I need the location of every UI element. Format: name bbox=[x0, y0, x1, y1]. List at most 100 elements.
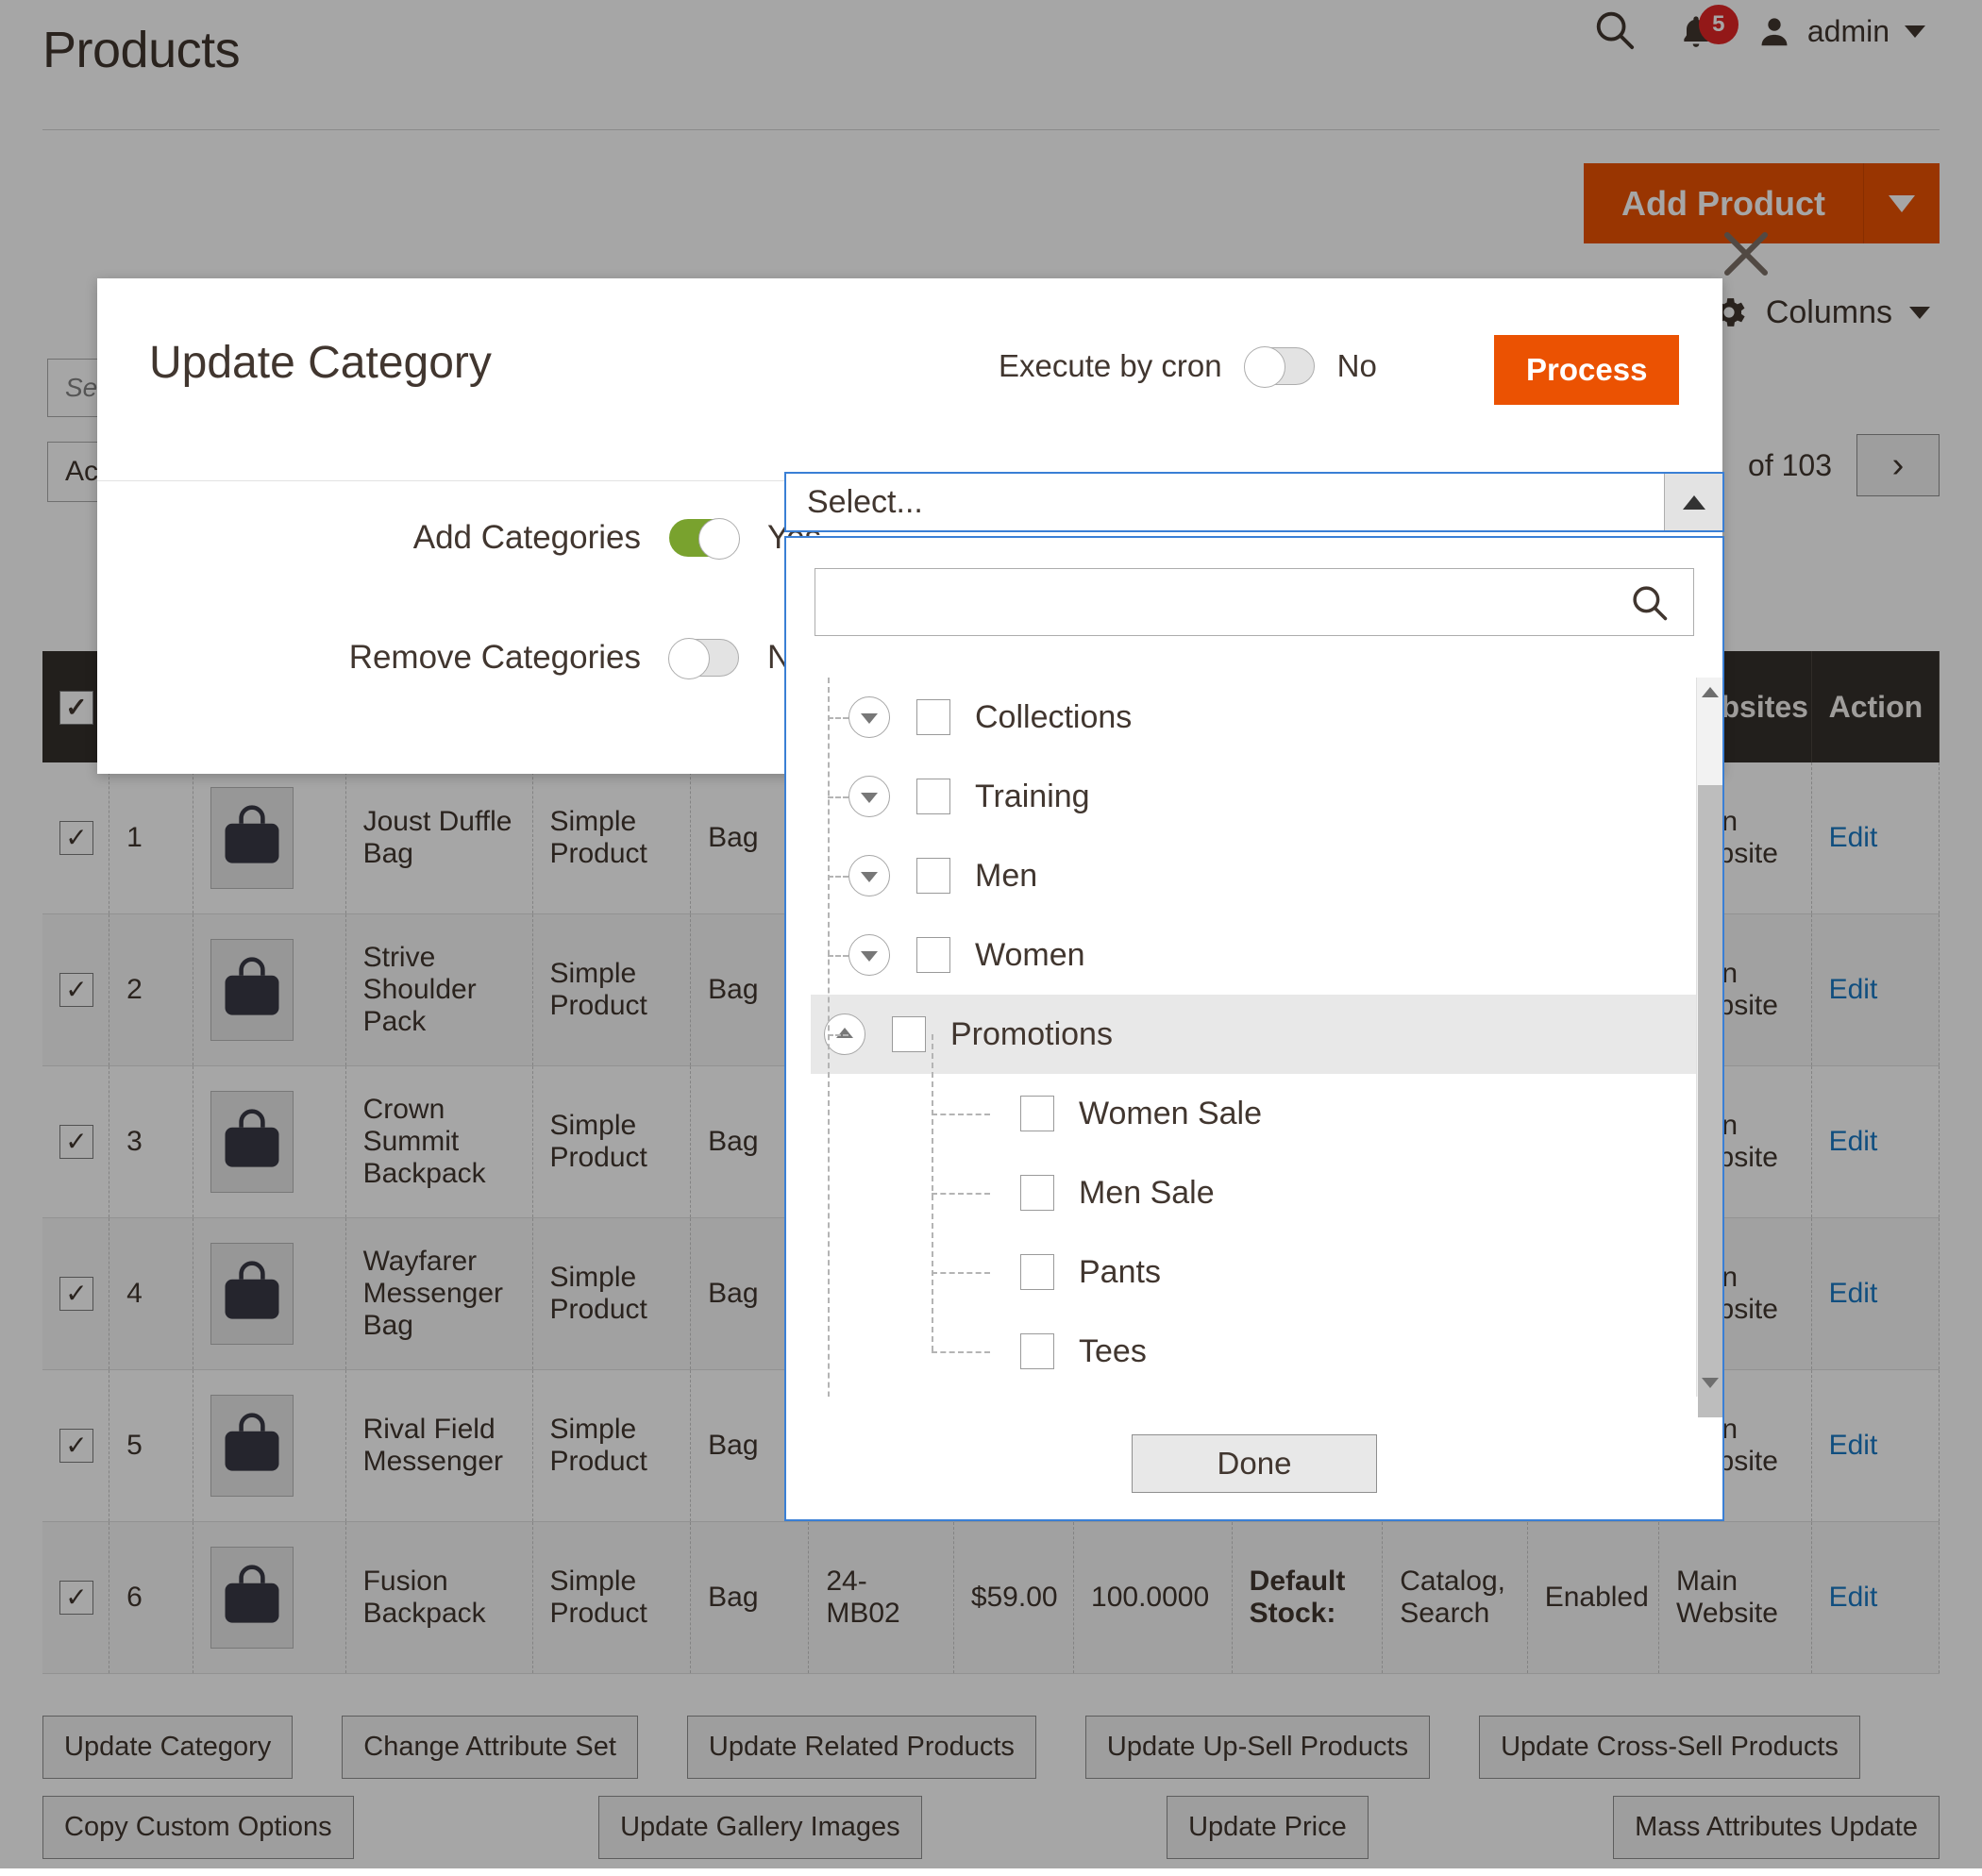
category-checkbox[interactable] bbox=[1020, 1333, 1054, 1369]
category-tree-item[interactable]: Women Sale bbox=[811, 1074, 1698, 1153]
edit-link[interactable]: Edit bbox=[1828, 1126, 1878, 1157]
cell-thumbnail bbox=[193, 762, 346, 914]
category-tree-item[interactable]: Tees bbox=[811, 1312, 1698, 1391]
chevron-down-icon[interactable] bbox=[848, 696, 890, 738]
category-tree-item[interactable]: Men Sale bbox=[811, 1153, 1698, 1232]
next-page-button[interactable]: › bbox=[1856, 434, 1940, 496]
category-label: Pants bbox=[1079, 1253, 1161, 1290]
category-label: Women bbox=[975, 936, 1085, 973]
mass-action-update-price[interactable]: Update Price bbox=[1167, 1796, 1369, 1859]
mass-action-update-up-sell-products[interactable]: Update Up-Sell Products bbox=[1084, 1716, 1431, 1779]
table-row[interactable]: ✓ 6 Fusion Backpack Simple Product Bag 24-MB0… bbox=[42, 1521, 1940, 1674]
cell-id: 2 bbox=[109, 913, 194, 1066]
mass-action-update-cross-sell-products[interactable]: Update Cross-Sell Products bbox=[1479, 1716, 1860, 1779]
mass-action-update-gallery-images[interactable]: Update Gallery Images bbox=[598, 1796, 922, 1859]
dropdown-scrollbar[interactable] bbox=[1696, 678, 1723, 1417]
category-tree-item[interactable]: Women bbox=[811, 915, 1698, 995]
tree-connector-line bbox=[828, 955, 848, 957]
cell-quantity: 100.0000 bbox=[1073, 1521, 1233, 1674]
cell-websites: Main Website bbox=[1658, 1521, 1812, 1674]
add-product-button[interactable]: Add Product bbox=[1584, 163, 1864, 243]
tree-connector-line bbox=[828, 796, 848, 798]
category-tree-item[interactable]: Promotions bbox=[811, 995, 1698, 1074]
edit-link[interactable]: Edit bbox=[1828, 822, 1878, 853]
category-checkbox[interactable] bbox=[916, 937, 950, 973]
category-tree-item[interactable]: Collections bbox=[811, 678, 1698, 757]
add-product-split-button[interactable]: Add Product bbox=[1584, 163, 1940, 243]
remove-categories-toggle[interactable] bbox=[668, 638, 739, 679]
caret-down-icon bbox=[1889, 194, 1915, 212]
add-categories-toggle[interactable] bbox=[669, 518, 740, 560]
execute-by-cron-value: No bbox=[1336, 348, 1377, 383]
category-checkbox[interactable] bbox=[1020, 1254, 1054, 1290]
cell-id: 4 bbox=[109, 1217, 194, 1370]
done-button[interactable]: Done bbox=[1132, 1434, 1377, 1493]
category-select-toggle[interactable] bbox=[1664, 474, 1722, 530]
category-checkbox[interactable] bbox=[892, 1016, 926, 1052]
edit-link[interactable]: Edit bbox=[1828, 1430, 1878, 1461]
category-checkbox[interactable] bbox=[916, 858, 950, 894]
cell-attribute-set: Bag bbox=[690, 1521, 810, 1674]
category-checkbox[interactable] bbox=[1020, 1096, 1054, 1131]
search-icon bbox=[1633, 586, 1668, 621]
mass-action-update-related-products[interactable]: Update Related Products bbox=[686, 1716, 1036, 1779]
search-icon[interactable] bbox=[1592, 8, 1636, 56]
add-product-caret-button[interactable] bbox=[1864, 163, 1940, 243]
cell-id: 3 bbox=[109, 1065, 194, 1218]
execute-by-cron-toggle[interactable] bbox=[1243, 346, 1315, 388]
row-checkbox[interactable]: ✓ bbox=[59, 973, 93, 1007]
page-toolbar: Add Product bbox=[42, 129, 1940, 280]
chevron-down-icon[interactable] bbox=[848, 855, 890, 896]
cell-action: Edit bbox=[1811, 1369, 1940, 1522]
mass-action-mass-attributes-update[interactable]: Mass Attributes Update bbox=[1613, 1796, 1940, 1859]
category-checkbox[interactable] bbox=[1020, 1175, 1054, 1211]
fusion-backpack-thumb bbox=[210, 1547, 294, 1649]
category-tree-item[interactable]: Training bbox=[811, 757, 1698, 836]
row-checkbox[interactable]: ✓ bbox=[59, 821, 93, 855]
mass-action-change-attribute-set[interactable]: Change Attribute Set bbox=[342, 1716, 638, 1779]
cell-type: Simple Product bbox=[532, 1521, 692, 1674]
row-checkbox[interactable]: ✓ bbox=[59, 1125, 93, 1159]
edit-link[interactable]: Edit bbox=[1828, 1582, 1878, 1613]
row-checkbox[interactable]: ✓ bbox=[59, 1581, 93, 1615]
mass-action-row-1: Update Category Change Attribute Set Updat… bbox=[42, 1716, 1940, 1779]
cell-type: Simple Product bbox=[532, 913, 692, 1066]
select-all-checkbox[interactable]: ✓ bbox=[59, 691, 93, 725]
modal-header: Update Category Execute by cron No Proce… bbox=[97, 232, 1768, 481]
category-tree-item[interactable]: Men bbox=[811, 836, 1698, 915]
process-button[interactable]: Process bbox=[1494, 335, 1680, 405]
edit-link[interactable]: Edit bbox=[1828, 1278, 1878, 1309]
chevron-down-icon[interactable] bbox=[848, 934, 890, 976]
pagination: of 103 › bbox=[1748, 434, 1940, 496]
field-messenger-thumb bbox=[210, 1395, 294, 1497]
category-tree-item[interactable]: Pants bbox=[811, 1232, 1698, 1312]
row-checkbox[interactable]: ✓ bbox=[59, 1429, 93, 1463]
row-checkbox[interactable]: ✓ bbox=[59, 1277, 93, 1311]
mass-action-update-category[interactable]: Update Category bbox=[42, 1716, 294, 1779]
user-menu[interactable]: admin bbox=[1756, 14, 1925, 50]
category-checkbox[interactable] bbox=[916, 699, 950, 735]
category-search-input[interactable] bbox=[815, 568, 1694, 636]
scrollbar-thumb[interactable] bbox=[1698, 785, 1722, 1417]
category-label: Training bbox=[975, 778, 1090, 814]
columns-label: Columns bbox=[1765, 293, 1892, 330]
category-checkbox[interactable] bbox=[916, 779, 950, 814]
pagination-total: of 103 bbox=[1748, 447, 1832, 482]
close-icon[interactable] bbox=[1718, 226, 1774, 282]
category-tree-item[interactable]: Sale bbox=[811, 1391, 1698, 1397]
cell-action: Edit bbox=[1811, 1217, 1940, 1370]
tree-connector-line bbox=[932, 1193, 990, 1195]
columns-control[interactable]: Columns bbox=[1709, 293, 1930, 332]
scroll-up-arrow[interactable] bbox=[1697, 679, 1723, 704]
category-label: Women Sale bbox=[1079, 1095, 1263, 1131]
category-select-control[interactable]: Select... bbox=[784, 472, 1724, 532]
messenger-bag-thumb bbox=[210, 1243, 294, 1345]
notifications-bell[interactable]: 5 bbox=[1677, 4, 1738, 52]
chevron-down-icon[interactable] bbox=[848, 776, 890, 817]
header-actions: 5 admin bbox=[1592, 4, 1925, 56]
caret-down-icon bbox=[1909, 306, 1930, 319]
scroll-down-arrow[interactable] bbox=[1697, 1370, 1723, 1395]
edit-link[interactable]: Edit bbox=[1828, 974, 1878, 1005]
cell-name: Fusion Backpack bbox=[345, 1521, 533, 1674]
mass-action-copy-custom-options[interactable]: Copy Custom Options bbox=[42, 1796, 354, 1859]
